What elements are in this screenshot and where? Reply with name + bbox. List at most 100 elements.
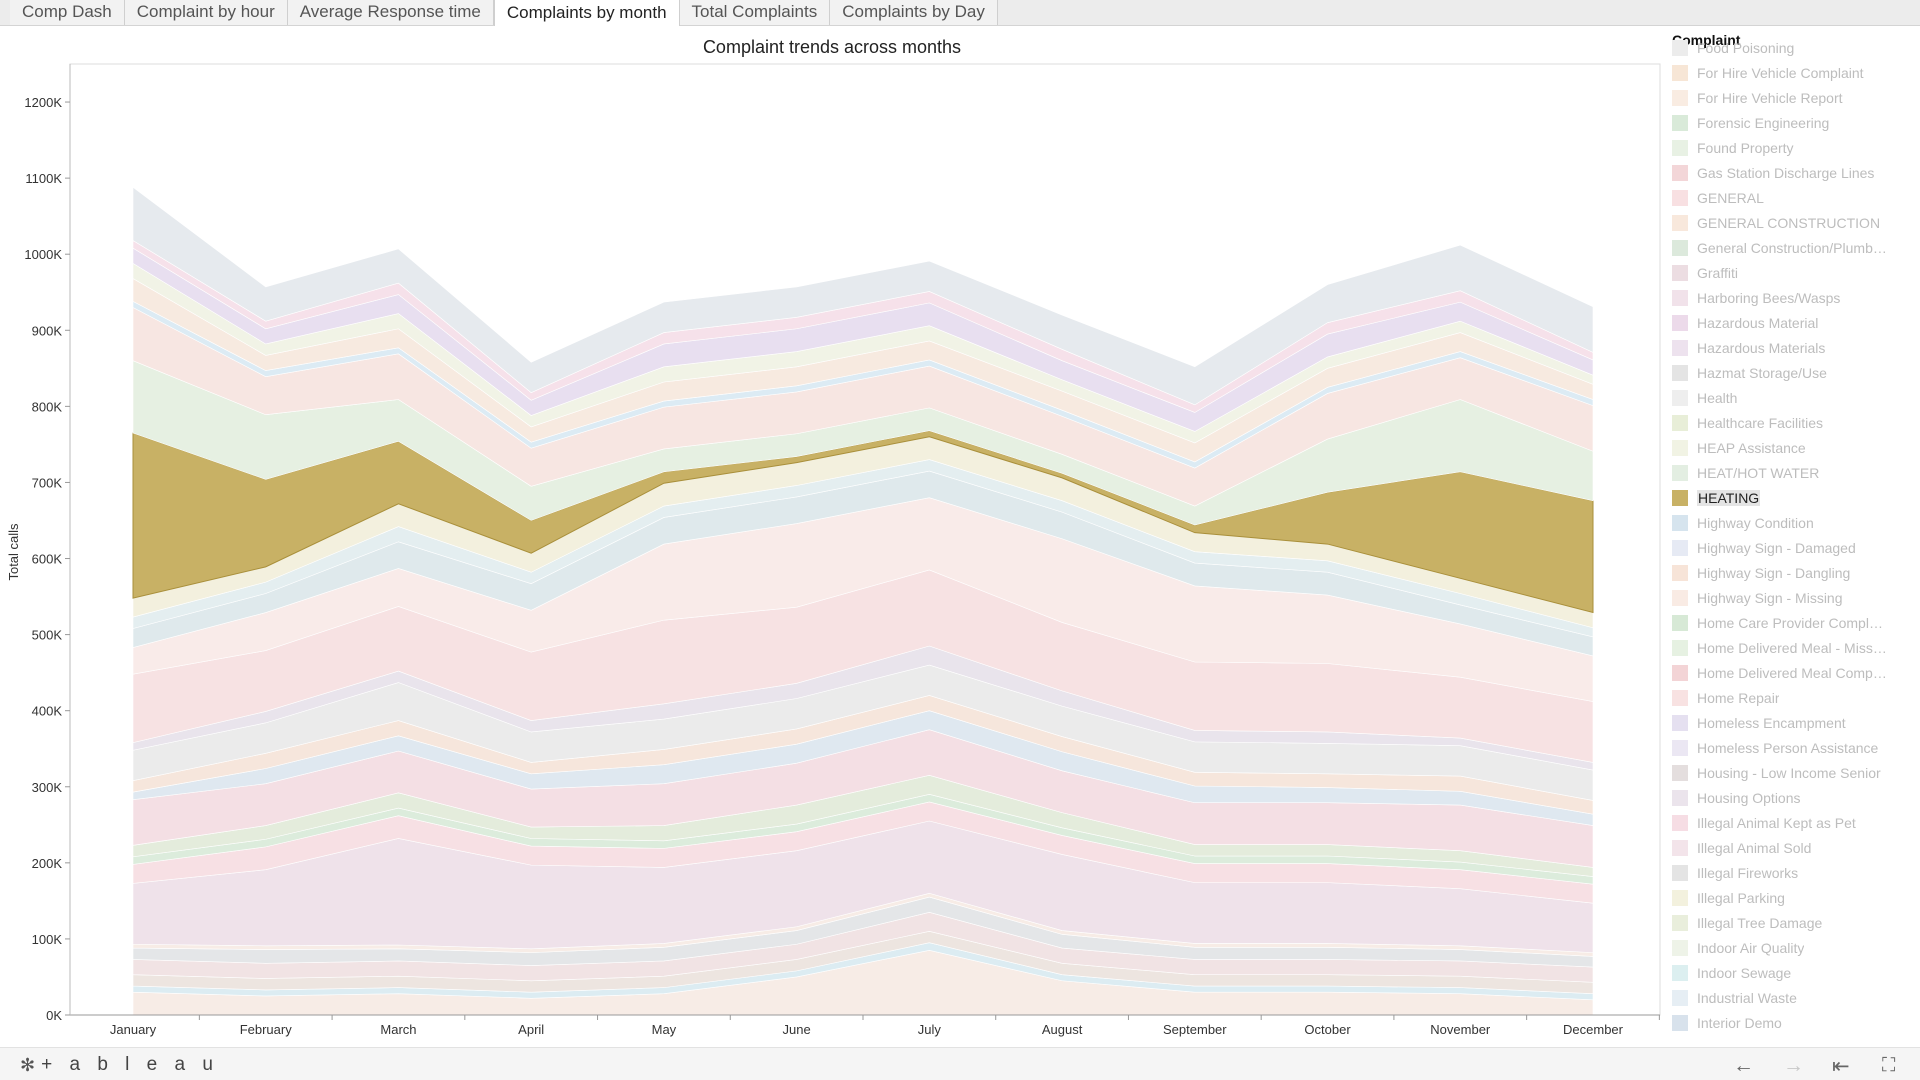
legend-item[interactable]: Indoor Air Quality: [1672, 935, 1804, 960]
legend-item-partial[interactable]: Food Poisoning: [1672, 35, 1794, 60]
tab-comp-dash[interactable]: Comp Dash: [10, 0, 125, 25]
legend-swatch: [1672, 989, 1688, 1006]
x-tick-label: September: [1163, 1022, 1227, 1037]
legend-item[interactable]: Health: [1672, 385, 1737, 410]
legend-label: Food Poisoning: [1697, 39, 1795, 56]
legend-item[interactable]: GENERAL CONSTRUCTION: [1672, 210, 1880, 235]
legend-swatch: [1672, 739, 1688, 756]
legend-item[interactable]: Illegal Animal Sold: [1672, 835, 1811, 860]
tab-complaints-by-day[interactable]: Complaints by Day: [830, 0, 998, 25]
tab-complaint-by-hour[interactable]: Complaint by hour: [124, 0, 288, 25]
legend-swatch: [1672, 89, 1688, 106]
legend-swatch: [1672, 414, 1688, 431]
legend-swatch: [1672, 939, 1688, 956]
legend-label: For Hire Vehicle Report: [1697, 89, 1843, 106]
redo-icon[interactable]: →: [1783, 1054, 1804, 1077]
legend-item[interactable]: Homeless Person Assistance: [1672, 735, 1878, 760]
legend-label: Home Repair: [1697, 689, 1780, 706]
legend-item[interactable]: Harboring Bees/Wasps: [1672, 285, 1840, 310]
axes: January February March April May June July Augu…: [24, 64, 1660, 1037]
legend-swatch: [1672, 889, 1688, 906]
legend-item[interactable]: Housing Options: [1672, 785, 1801, 810]
x-tick-label: July: [918, 1022, 942, 1037]
x-tick-label: January: [110, 1022, 157, 1037]
tab-average-response-time[interactable]: Average Response time: [287, 0, 494, 25]
legend-item[interactable]: Graffiti: [1672, 260, 1738, 285]
legend-label: HEAT/HOT WATER: [1697, 464, 1820, 481]
legend-item[interactable]: Home Delivered Meal Complaint: [1672, 660, 1887, 685]
legend-item[interactable]: Healthcare Facilities: [1672, 410, 1823, 435]
legend-item[interactable]: For Hire Vehicle Report: [1672, 85, 1843, 110]
chart-area: Complaint trends across months Total cal…: [0, 27, 1665, 1047]
legend-swatch: [1672, 114, 1688, 131]
legend-swatch: [1672, 164, 1688, 181]
legend-swatch: [1672, 764, 1688, 781]
fullscreen-icon[interactable]: ⛶: [1882, 1055, 1896, 1076]
legend-swatch: [1672, 289, 1688, 306]
legend-label: Highway Condition: [1697, 514, 1814, 531]
legend-item[interactable]: Forensic Engineering: [1672, 110, 1829, 135]
legend-label: HEATING: [1697, 489, 1761, 506]
x-tick-label: March: [380, 1022, 416, 1037]
legend-label: Highway Sign - Damaged: [1697, 539, 1856, 556]
legend-label: Hazardous Materials: [1697, 339, 1826, 356]
legend-swatch: [1672, 964, 1688, 981]
legend-item[interactable]: HEATING: [1672, 485, 1761, 510]
legend-swatch: [1672, 589, 1688, 606]
legend-label: Graffiti: [1697, 264, 1738, 281]
revert-icon[interactable]: ⇤: [1832, 1055, 1850, 1078]
legend-label: Illegal Tree Damage: [1697, 914, 1823, 931]
legend-label: Illegal Parking: [1697, 889, 1785, 906]
legend-item[interactable]: For Hire Vehicle Complaint: [1672, 60, 1864, 85]
undo-icon[interactable]: ←: [1733, 1054, 1754, 1077]
legend-item[interactable]: Housing - Low Income Senior: [1672, 760, 1881, 785]
legend-item[interactable]: Illegal Fireworks: [1672, 860, 1798, 885]
legend-label: Gas Station Discharge Lines: [1697, 164, 1875, 181]
legend-item[interactable]: Home Delivered Meal - Missed Delivery: [1672, 635, 1887, 660]
legend-item[interactable]: Home Care Provider Complaint: [1672, 610, 1887, 635]
legend-swatch: [1672, 864, 1688, 881]
legend-item[interactable]: Highway Sign - Damaged: [1672, 535, 1856, 560]
y-tick-label: 0K: [46, 1008, 62, 1023]
legend-item[interactable]: Industrial Waste: [1672, 985, 1797, 1010]
legend-item[interactable]: General Construction/Plumbing: [1672, 235, 1887, 260]
legend-item[interactable]: Highway Sign - Missing: [1672, 585, 1843, 610]
legend-item[interactable]: Hazardous Material: [1672, 310, 1818, 335]
tableau-brand[interactable]: ✻ + a b l e a u: [20, 1054, 219, 1076]
legend-item[interactable]: Home Repair: [1672, 685, 1779, 710]
legend-swatch: [1672, 839, 1688, 856]
tab-complaints-by-month[interactable]: Complaints by month: [493, 0, 680, 26]
y-axis-label: Total calls: [6, 523, 21, 581]
legend-swatch: [1672, 664, 1688, 681]
area-layer: [132, 186, 1594, 1016]
legend-item[interactable]: Illegal Animal Kept as Pet: [1672, 810, 1856, 835]
legend-item[interactable]: Gas Station Discharge Lines: [1672, 160, 1874, 185]
legend-item[interactable]: Homeless Encampment: [1672, 710, 1846, 735]
legend-label: Forensic Engineering: [1697, 114, 1830, 131]
legend-label: Home Delivered Meal - Missed Delivery: [1697, 639, 1887, 656]
legend-item[interactable]: Hazmat Storage/Use: [1672, 360, 1827, 385]
legend-item[interactable]: GENERAL: [1672, 185, 1764, 210]
legend-item[interactable]: Interior Demo: [1672, 1010, 1782, 1035]
legend-item[interactable]: Illegal Tree Damage: [1672, 910, 1822, 935]
legend-item[interactable]: Highway Condition: [1672, 510, 1814, 535]
legend-label: Harboring Bees/Wasps: [1697, 289, 1841, 306]
legend-item[interactable]: HEAT/HOT WATER: [1672, 460, 1819, 485]
area-chart[interactable]: Complaint trends across months Total cal…: [0, 27, 1665, 1047]
legend-item[interactable]: Indoor Sewage: [1672, 960, 1791, 985]
y-tick-label: 200K: [32, 856, 63, 871]
legend-label: Homeless Person Assistance: [1697, 739, 1879, 756]
legend-item[interactable]: Highway Sign - Dangling: [1672, 560, 1850, 585]
legend-swatch: [1672, 64, 1688, 81]
legend-item[interactable]: Hazardous Materials: [1672, 335, 1825, 360]
legend-item[interactable]: Found Property: [1672, 135, 1794, 160]
legend-label: Highway Sign - Missing: [1697, 589, 1843, 606]
legend-swatch: [1672, 564, 1688, 581]
legend-item[interactable]: HEAP Assistance: [1672, 435, 1806, 460]
legend-label: Housing - Low Income Senior: [1697, 764, 1881, 781]
legend-item[interactable]: Illegal Parking: [1672, 885, 1785, 910]
legend-label: HEAP Assistance: [1697, 439, 1806, 456]
y-tick-label: 900K: [32, 323, 63, 338]
tab-total-complaints[interactable]: Total Complaints: [679, 0, 831, 25]
series-area[interactable]: [132, 186, 1594, 406]
